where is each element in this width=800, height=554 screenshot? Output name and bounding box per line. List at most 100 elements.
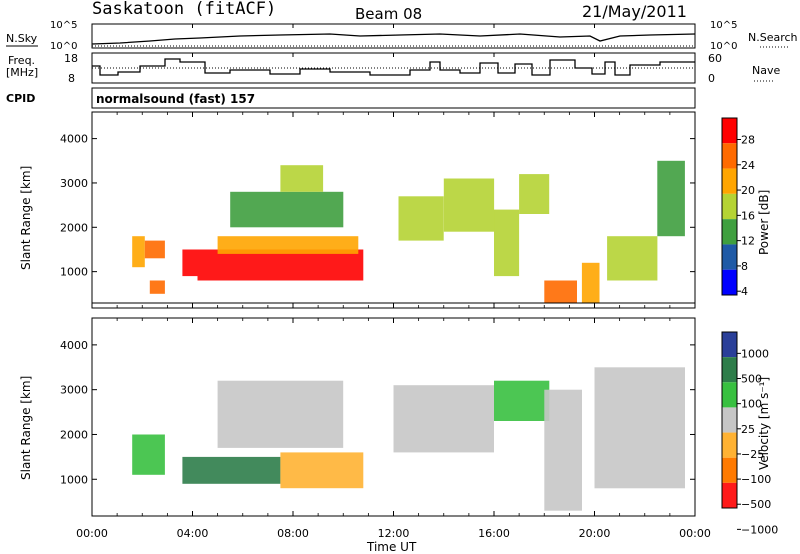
- nsearch-label: N.Search: [748, 31, 798, 44]
- x-tick-label: 08:00: [277, 527, 309, 540]
- nave-label: Nave: [752, 64, 780, 77]
- heatmap-cell: [594, 367, 685, 489]
- y-tick-label: 2000: [60, 428, 88, 441]
- colorbar-swatch: [722, 357, 737, 383]
- colorbar-tick-label: 1000: [741, 347, 769, 360]
- freq-right-tick-top: 60: [708, 52, 722, 65]
- nsky-left-tick-top: 10^5: [50, 20, 77, 31]
- colorbar-swatch: [722, 432, 737, 458]
- heatmap-cell: [182, 456, 281, 484]
- beam-title: Beam 08: [355, 5, 422, 23]
- cpid-value: normalsound (fast) 157: [96, 92, 255, 106]
- colorbar-swatch: [722, 244, 737, 270]
- velocity-ylabel: Slant Range [km]: [19, 376, 33, 480]
- heatmap-cell: [132, 434, 165, 475]
- cpid-label: CPID: [6, 92, 35, 105]
- velocity-colorbar: 1000 500 100 25 −25 −100 −500 −1000: [721, 331, 778, 536]
- freq-left-tick-bottom: 8: [68, 72, 75, 85]
- colorbar-swatch: [722, 482, 737, 508]
- y-tick-label: 3000: [60, 384, 88, 397]
- heatmap-cell: [494, 380, 550, 421]
- y-tick-label: 1000: [60, 266, 88, 279]
- velocity-yticks: 4000 3000 2000 1000: [60, 339, 695, 486]
- colorbar-tick-label: 16: [741, 209, 755, 222]
- heatmap-cell: [581, 262, 600, 303]
- y-tick-label: 4000: [60, 133, 88, 146]
- nsky-label: N.Sky: [6, 32, 38, 45]
- heatmap-cell: [280, 165, 324, 192]
- nsky-left-tick-bottom: 10^0: [50, 41, 77, 52]
- power-cells: [132, 160, 685, 303]
- power-colorbar-title: Power [dB]: [757, 190, 771, 255]
- heatmap-cell: [144, 240, 165, 259]
- x-ticks: 00:00 04:00 08:00 12:00 16:00 20:00 00:00: [76, 24, 711, 540]
- freq-panel: Freq. [MHz] 18 8 60 0 Nave: [6, 52, 780, 85]
- colorbar-swatch: [722, 407, 737, 433]
- colorbar-tick-label: −1000: [741, 523, 778, 536]
- heatmap-cell: [398, 196, 444, 241]
- heatmap-cell: [230, 191, 344, 228]
- colorbar-swatch: [722, 219, 737, 245]
- power-yticks: 4000 3000 2000 1000: [60, 133, 695, 279]
- x-tick-label: 04:00: [177, 527, 209, 540]
- nsky-right-tick-bottom: 10^0: [710, 41, 737, 52]
- colorbar-tick-label: −100: [741, 473, 771, 486]
- colorbar-frame: [721, 331, 738, 509]
- y-tick-label: 1000: [60, 473, 88, 486]
- colorbar-swatch: [722, 457, 737, 483]
- colorbar-swatch: [722, 118, 737, 144]
- colorbar-tick-label: 500: [741, 373, 762, 386]
- x-tick-label: 00:00: [76, 527, 108, 540]
- power-colorbar: 28 24 20 16 12 8 4: [721, 117, 755, 298]
- velocity-colorbar-title: Velocity [m s⁻¹]: [757, 377, 771, 470]
- freq-right-tick-bottom: 0: [708, 72, 715, 85]
- colorbar-swatch: [722, 193, 737, 220]
- colorbar-tick-label: 100: [741, 398, 762, 411]
- y-tick-label: 2000: [60, 221, 88, 234]
- date-title: 21/May/2011: [582, 2, 687, 21]
- x-tick-label: 16:00: [478, 527, 510, 540]
- freq-line: [92, 58, 695, 76]
- heatmap-cell: [217, 236, 359, 254]
- power-ylabel: Slant Range [km]: [19, 166, 33, 270]
- colorbar-swatch: [722, 168, 737, 194]
- colorbar-swatch: [722, 332, 737, 358]
- x-tick-label: 00:00: [679, 527, 711, 540]
- nsky-panel: N.Sky 10^5 10^0 10^5 10^0 N.Search: [6, 20, 798, 52]
- heatmap-cell: [443, 178, 495, 232]
- heatmap-cell: [544, 280, 577, 303]
- colorbar-tick-label: 25: [741, 423, 755, 436]
- heatmap-cell: [607, 236, 658, 281]
- heatmap-cell: [280, 452, 364, 489]
- colorbar-tick-label: 12: [741, 235, 755, 248]
- colorbar-tick-label: −25: [741, 448, 764, 461]
- heatmap-cell: [393, 385, 494, 453]
- colorbar-tick-label: 24: [741, 159, 755, 172]
- velocity-panel: 4000 3000 2000 1000 Slant Range [km]: [19, 317, 696, 517]
- heatmap-cell: [519, 174, 550, 214]
- heatmap-cell: [544, 389, 582, 511]
- colorbar-swatch: [722, 269, 737, 295]
- y-tick-label: 3000: [60, 177, 88, 190]
- colorbar-tick-label: 4: [741, 285, 748, 298]
- freq-label-line2: [MHz]: [6, 66, 38, 79]
- heatmap-cell: [132, 236, 145, 268]
- heatmap-cell: [182, 249, 198, 277]
- nsky-right-tick-top: 10^5: [710, 20, 737, 31]
- freq-left-tick-top: 18: [64, 52, 78, 65]
- colorbar-frame: [721, 117, 738, 296]
- colorbar-tick-label: 28: [741, 133, 755, 146]
- x-tick-label: 12:00: [378, 527, 410, 540]
- power-panel: 4000 3000 2000 1000 Slant Range [km]: [19, 111, 696, 309]
- x-axis-label: Time UT: [366, 540, 417, 554]
- colorbar-swatch: [722, 382, 737, 408]
- colorbar-tick-label: −500: [741, 498, 771, 511]
- freq-label-line1: Freq.: [8, 54, 35, 67]
- colorbar-tick-label: 20: [741, 184, 755, 197]
- heatmap-cell: [217, 380, 344, 448]
- heatmap-cell: [197, 249, 364, 281]
- colorbar-swatch: [722, 143, 737, 169]
- colorbar-tick-label: 8: [741, 260, 748, 273]
- power-panel-frame: [91, 111, 696, 309]
